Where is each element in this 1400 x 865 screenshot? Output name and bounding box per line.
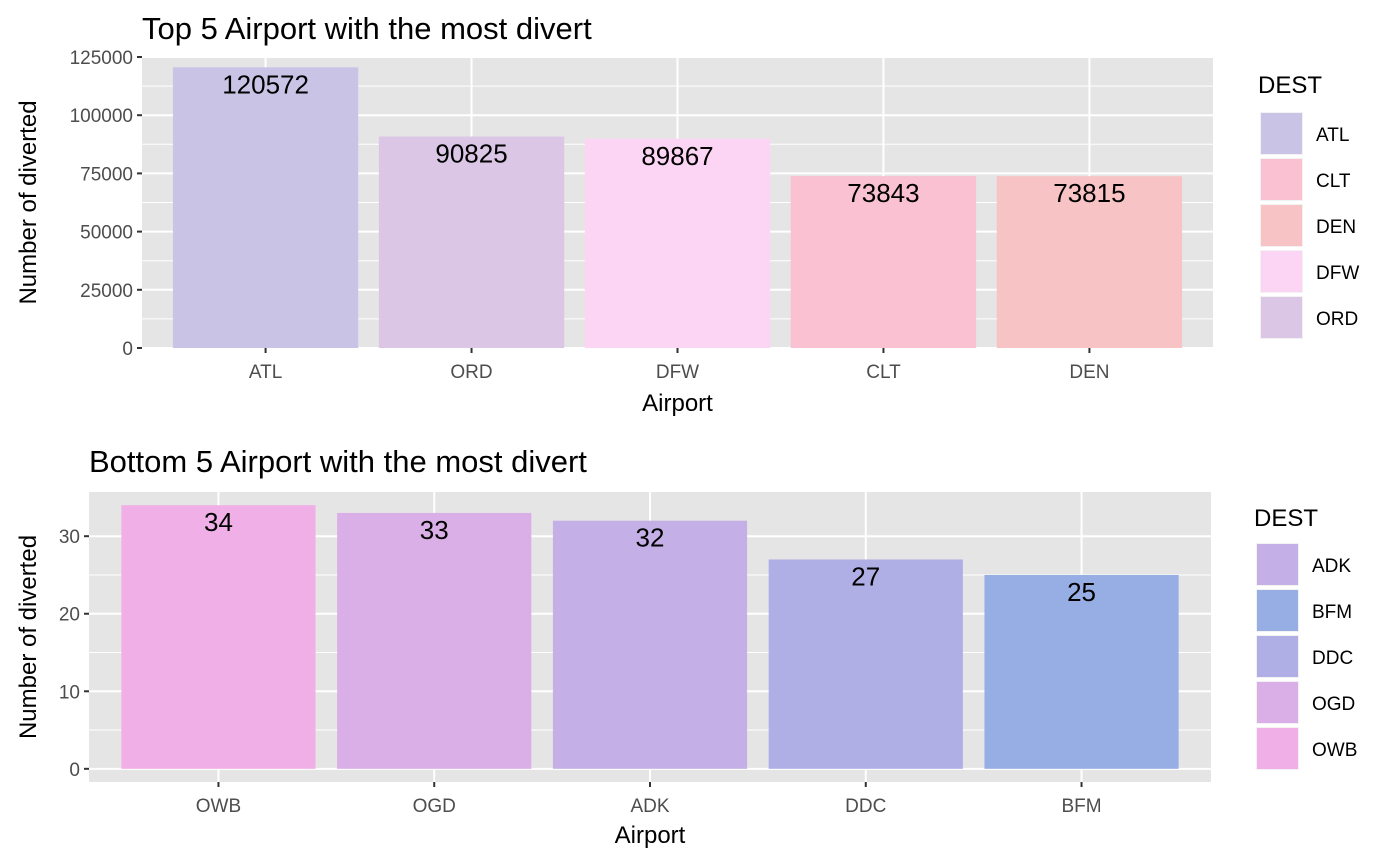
bar-adk [552,520,748,769]
data-label: 73843 [847,178,919,208]
bar-dfw [584,138,771,348]
bar-den [996,176,1183,348]
x-axis-label: Airport [642,390,713,417]
legend-swatch-dfw [1261,251,1302,292]
x-tick-label: OWB [196,796,241,817]
legend-label: OWB [1312,740,1357,761]
legend-swatch-ogd [1257,682,1298,723]
y-tick-label: 75000 [80,164,133,185]
x-axis-label: Airport [615,822,686,849]
bar-owb [121,505,316,769]
data-label: 34 [204,507,233,537]
x-tick-label: DEN [1069,362,1109,383]
x-tick-label: ATL [249,362,282,383]
x-tick-label: ORD [450,362,492,383]
y-tick-label: 30 [59,527,80,548]
legend-label: BFM [1312,602,1352,623]
y-axis-label: Number of diverted [15,100,42,304]
bar-ord [378,136,565,348]
top-chart: 120572 90825 89867 73843 73815 0 25000 50000 750… [15,11,1359,417]
legend-title: DEST [1258,72,1322,99]
data-label: 25 [1067,577,1096,607]
legend-title: DEST [1254,505,1318,532]
bar-atl [172,67,359,348]
legend-label: OGD [1312,694,1355,715]
legend-label: ORD [1316,309,1358,330]
data-label: 32 [636,523,665,553]
x-tick-label: OGD [413,796,456,817]
y-tick-label: 50000 [80,223,133,244]
x-tick-label: DFW [656,362,699,383]
legend-label: DDC [1312,648,1353,669]
legend-label: ADK [1312,556,1351,577]
y-tick-label: 10 [59,682,80,703]
data-label: 73815 [1053,178,1125,208]
data-label: 90825 [435,139,507,169]
y-tick-label: 125000 [70,48,133,69]
x-tick-label: ADK [630,796,669,817]
legend-swatch-den [1261,205,1302,246]
data-label: 27 [851,561,880,591]
y-tick-label: 20 [59,605,80,626]
legend-swatch-ddc [1257,636,1298,677]
legend: DEST ATL CLT DEN DFW ORD [1258,72,1359,339]
legend-label: CLT [1316,171,1351,192]
x-tick-label: BFM [1061,796,1101,817]
bar-ogd [337,512,532,769]
data-label: 33 [420,515,449,545]
bottom-chart: 34 33 32 27 25 0 10 20 30 OWB OGD ADK DDC BFM Bottom 5… [15,444,1357,849]
legend: DEST ADK BFM DDC OGD OWB [1254,505,1357,770]
legend-label: DFW [1316,263,1359,284]
x-tick-label: CLT [866,362,901,383]
legend-swatch-adk [1257,544,1298,585]
legend-swatch-bfm [1257,590,1298,631]
chart-title: Top 5 Airport with the most divert [142,11,592,46]
legend-swatch-clt [1261,159,1302,200]
y-tick-label: 0 [122,339,133,360]
y-tick-label: 0 [69,760,80,781]
y-tick-label: 100000 [70,106,133,127]
chart-title: Bottom 5 Airport with the most divert [89,444,587,479]
bar-clt [790,176,977,348]
legend-swatch-owb [1257,728,1298,769]
data-label: 120572 [222,69,309,99]
legend-label: ATL [1316,125,1349,146]
bar-ddc [768,559,963,769]
legend-label: DEN [1316,217,1356,238]
bar-bfm [984,574,1179,769]
legend-swatch-ord [1261,297,1302,338]
legend-swatch-atl [1261,113,1302,154]
y-axis-label: Number of diverted [15,535,42,739]
x-tick-label: DDC [845,796,886,817]
data-label: 89867 [641,141,713,171]
y-tick-label: 25000 [80,281,133,302]
